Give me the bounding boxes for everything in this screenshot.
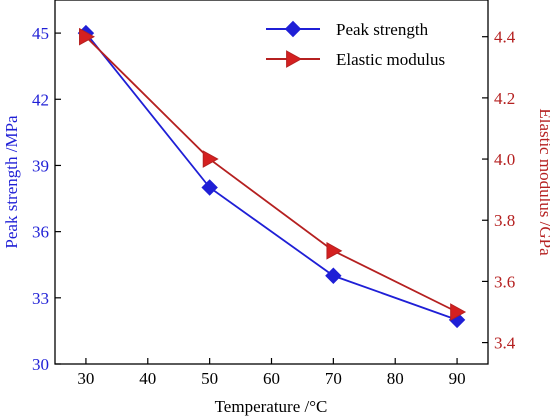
left-tick-label: 45 <box>32 24 49 43</box>
right-tick-label: 3.8 <box>494 211 515 230</box>
legend-label-peak-strength: Peak strength <box>336 20 429 39</box>
x-axis-ticks: 30 40 50 60 70 80 90 <box>77 358 466 388</box>
data-point-peak-strength <box>201 179 218 196</box>
left-tick-label: 30 <box>32 355 49 374</box>
x-tick-label: 80 <box>387 369 404 388</box>
right-tick-label: 4.4 <box>494 28 516 47</box>
data-point-elastic-modulus <box>202 150 219 168</box>
x-tick-label: 40 <box>139 369 156 388</box>
x-tick-label: 60 <box>263 369 280 388</box>
left-tick-label: 42 <box>32 90 49 109</box>
x-axis-title: Temperature /°C <box>215 397 328 416</box>
right-tick-label: 4.0 <box>494 150 515 169</box>
series-line-elastic-modulus <box>85 36 458 313</box>
right-tick-label: 4.2 <box>494 89 515 108</box>
series-line-peak-strength <box>85 32 458 321</box>
legend-label-elastic-modulus: Elastic modulus <box>336 50 445 69</box>
left-tick-label: 36 <box>32 223 49 242</box>
x-tick-label: 90 <box>449 369 466 388</box>
series-layer <box>77 24 467 329</box>
left-y-axis-title: Peak strength /MPa <box>2 115 21 249</box>
right-y-axis-ticks: 3.4 3.6 3.8 4.0 4.2 4.4 <box>482 28 516 353</box>
data-point-peak-strength <box>325 267 342 284</box>
data-point-elastic-modulus <box>79 27 95 46</box>
data-point-elastic-modulus <box>450 303 467 321</box>
right-tick-label: 3.6 <box>494 272 515 291</box>
legend-marker-peak-strength <box>284 20 302 38</box>
left-tick-label: 39 <box>32 156 49 175</box>
x-tick-label: 30 <box>77 369 94 388</box>
left-y-axis-ticks: 30 33 36 39 42 45 <box>32 24 61 374</box>
data-point-elastic-modulus <box>326 241 343 260</box>
left-tick-label: 33 <box>32 289 49 308</box>
right-y-axis-title: Elastic modulus /GPa <box>536 108 550 256</box>
x-tick-label: 70 <box>325 369 342 388</box>
legend-marker-elastic-modulus <box>286 50 303 68</box>
right-tick-label: 3.4 <box>494 334 516 353</box>
legend: Peak strength Elastic modulus <box>266 20 445 69</box>
x-tick-label: 50 <box>201 369 218 388</box>
